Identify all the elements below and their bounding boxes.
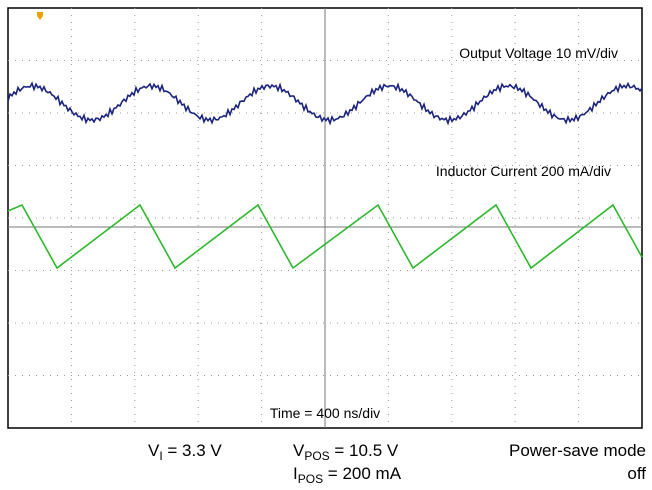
trigger-marker [37,12,43,20]
mode-label: Power-save mode [509,441,646,460]
voltage-trace [7,81,643,126]
condition: IPOS = 200 mA [293,464,402,486]
condition: VPOS = 10.5 V [293,441,399,463]
condition: VI = 3.3 V [148,441,222,463]
graticule [8,8,642,428]
mode-label: off [627,464,646,483]
trace-label: Inductor Current 200 mA/div [436,163,611,179]
timebase-label: Time = 400 ns/div [270,405,380,421]
current-trace [7,203,643,270]
trace-label: Output Voltage 10 mV/div [459,45,618,61]
